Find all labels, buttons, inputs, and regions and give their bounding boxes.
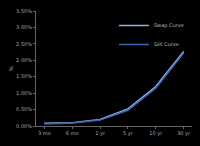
svg-text:Gilt Curve: Gilt Curve (154, 41, 179, 47)
svg-text:3.50%: 3.50% (16, 8, 32, 14)
svg-text:1 yr: 1 yr (95, 130, 106, 137)
svg-text:2.00%: 2.00% (16, 57, 32, 63)
svg-text:0.00%: 0.00% (16, 123, 32, 129)
svg-text:Swap Curve: Swap Curve (154, 22, 184, 29)
svg-text:3.00%: 3.00% (16, 24, 32, 30)
svg-text:3 mo: 3 mo (38, 130, 51, 136)
svg-text:0.50%: 0.50% (16, 106, 32, 112)
svg-text:30 yr: 30 yr (177, 130, 191, 137)
svg-text:6 mo: 6 mo (66, 130, 79, 136)
svg-text:1.00%: 1.00% (16, 90, 32, 96)
svg-text:%: % (8, 66, 14, 71)
svg-text:1.50%: 1.50% (16, 73, 32, 79)
svg-text:5 yr: 5 yr (123, 130, 134, 137)
svg-text:2.50%: 2.50% (16, 41, 32, 47)
svg-text:10 yr: 10 yr (149, 130, 163, 137)
